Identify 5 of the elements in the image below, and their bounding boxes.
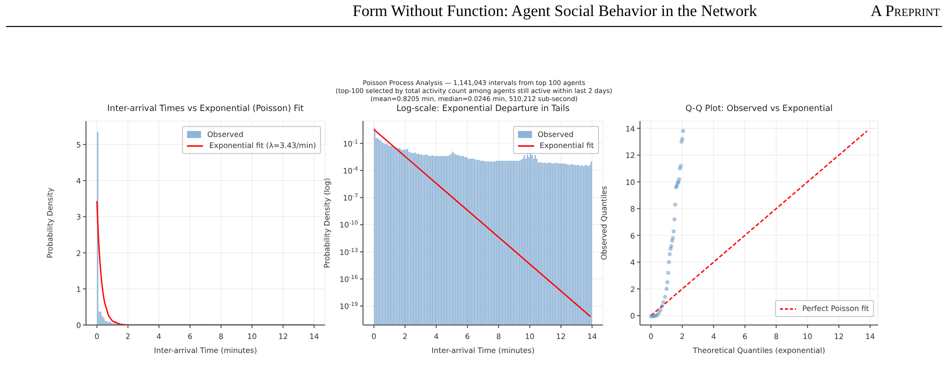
chart-title: Q-Q Plot: Observed vs Exponential	[684, 104, 834, 114]
chart-title: Log-scale: Exponential Departure in Tails	[395, 104, 571, 114]
text: Form Without Function: Agent Social Behavior in the Network	[352, 3, 757, 21]
chart-title: Inter-arrival Times vs Exponential (Poisson) Fit	[106, 104, 305, 114]
text: A Preprint	[870, 3, 940, 21]
